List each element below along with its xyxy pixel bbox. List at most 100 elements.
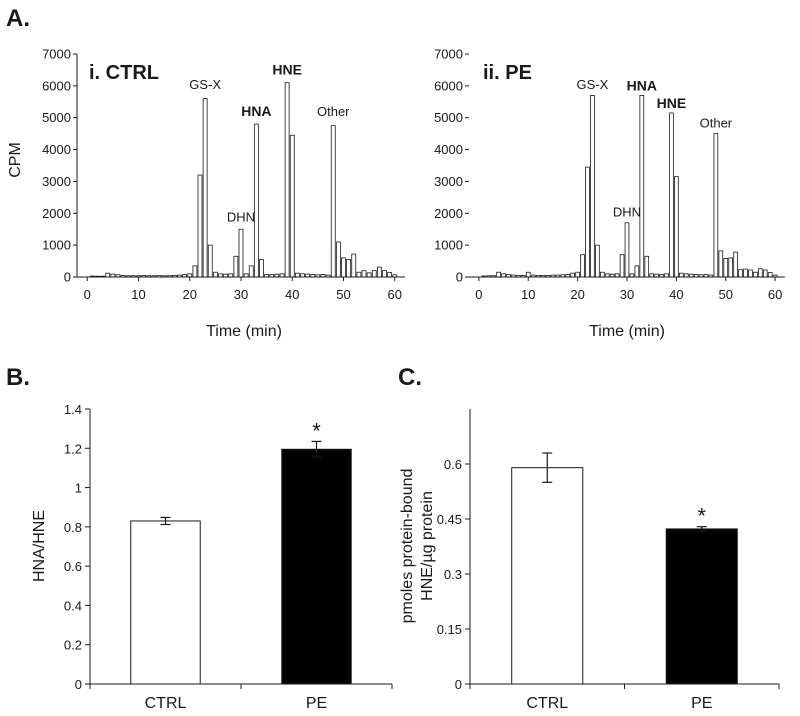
chart-ctrl-y-tick: 4000 [42,142,71,157]
chart-pe-bar [762,269,768,278]
chart-ctrl-bar [202,98,208,278]
chart-pe-bar [757,268,763,278]
chart-pe-ticks: 0 1000 2000 3000 4000 5000 6000 7000 0 10 20 30 40 50… [434,47,782,303]
chart-pe-bar [575,271,580,278]
chart-pe-bar [678,272,684,278]
chart-bound-y-tick: 0.15 [437,622,462,637]
chart-pe-y-tick: 0 [456,270,463,285]
chart-pe-bar [723,258,729,278]
chart-ctrl-bar [382,270,387,278]
chart-ctrl-peak-label: HNE [272,62,302,78]
chart-ctrl-bar [361,270,367,278]
chart-ctrl-bar [335,241,341,278]
chart-ctrl-bar [294,272,300,278]
chart-pe-bar [570,272,576,278]
chart-ctrl-y-tick: 3000 [42,174,71,189]
chart-ctrl-bar [366,272,372,278]
chart-ctrl-x-tick: 30 [234,287,248,302]
chart-pe-bar [767,272,773,278]
chart-ctrl-bars [89,82,398,278]
chart-pe-bar [753,271,758,278]
chart-ratio-y-tick: 0.8 [64,520,82,535]
chart-pe-bar [639,95,645,278]
chart-pe-y-tick: 1000 [434,238,463,253]
chart-bound-bar-ctrl [511,467,584,685]
chart-ratio-bar-pe [281,448,352,685]
chart-ratio-bars: * [130,418,352,685]
chart-bound-ticks: CTRL PE 0 0.15 0.3 0.45 0.6 [437,457,780,712]
chart-ctrl-bar [259,259,264,278]
chart-pe-peak-label: HNA [627,78,657,94]
chart-pe-x-tick: 60 [768,287,782,302]
chart-bound-ylabel-line-2: HNE/µg protein [419,491,436,601]
chart-ctrl-bar [341,257,346,278]
chart-ctrl-bar [289,134,295,278]
chart-bound-y-tick: 0 [455,677,462,692]
chart-ctrl-bar [387,272,393,278]
chart-ctrl-bar [238,228,244,278]
chart-ctrl-bar [212,271,218,278]
chart-pe-x-tick: 50 [719,287,733,302]
chart-pe-xlabel: Time (min) [589,323,665,340]
chart-pe-bar [738,269,743,278]
chart-pe-bar [718,250,724,278]
chart-pe-bar [713,133,719,278]
chart-bound-ylabel-line-1: pmoles protein-bound [399,469,416,624]
chart-ctrl-x-tick: 40 [285,287,299,302]
chart-pe-bar [496,271,501,278]
chart-ratio-significance: * [312,418,321,443]
chart-bound-y-tick: 0.45 [437,512,462,527]
chart-pe-bar [733,251,738,278]
chart-ctrl-xlabel: Time (min) [206,323,282,340]
chart-ctrl-bar [248,265,254,278]
chart-pe-x-tick: 0 [475,287,482,302]
chart-pe-y-tick: 5000 [434,110,463,125]
chart-pe-bar [669,112,674,278]
chart-pe-bar [580,254,585,278]
chart-ctrl-peak-label: DHN [227,209,255,224]
chart-pe-bar [634,265,640,278]
chart-ctrl-y-tick: 7000 [42,47,71,62]
chart-pe-peak-label: Other [700,115,733,130]
chart-pe-bar [619,254,625,278]
chart-bound-y-tick: 0.3 [444,567,462,582]
chart-ctrl-bar [105,272,111,278]
chart-ratio-y-tick: 1.2 [64,441,82,456]
chart-ctrl-x-tick: 50 [336,287,350,302]
chart-ctrl-ylabel: CPM [7,142,24,178]
chart-ctrl-ticks: 0 1000 2000 3000 4000 5000 6000 7000 0 10 20 30 40 50… [42,47,402,303]
chart-ctrl-bar [356,271,362,278]
chart-pe: ii. PE Time (min) 0 1000 2000 3000 4000 5000 6… [434,47,785,340]
chart-ratio-y-tick: 0.2 [64,638,82,653]
chart-bound: pmoles protein-bound HNE/µg protein * CT… [399,409,780,712]
chart-ratio-y-tick: 0.6 [64,559,82,574]
chart-pe-y-tick: 2000 [434,206,463,221]
chart-pe-peak-label: HNE [657,95,687,111]
chart-ctrl-peak-label: GS-X [189,77,221,92]
chart-bound-category-label: PE [691,695,712,712]
chart-pe-x-tick: 10 [521,287,535,302]
chart-pe-bar [599,271,605,278]
chart-pe-bar [624,222,630,278]
chart-ratio-category-label: CTRL [145,695,187,712]
chart-ctrl-y-tick: 2000 [42,206,71,221]
chart-ctrl-bar [371,270,377,278]
chart-ctrl-bar [351,253,357,278]
chart-ctrl-bar [192,265,198,278]
chart-ctrl-y-tick: 5000 [42,110,71,125]
chart-pe-peak-label: DHN [613,204,641,219]
chart-pe-bars [481,95,778,278]
chart-ratio-y-tick: 1.4 [64,402,82,417]
chart-ctrl-annotations: GS-X DHN HNA HNE Other [189,62,350,225]
chart-ctrl-y-tick: 1000 [42,238,71,253]
chart-ctrl-bar [346,259,352,278]
chart-ctrl-x-tick: 20 [183,287,197,302]
chart-ctrl: i. CTRL CPM Time (min) 01000200030004000… [7,47,405,340]
chart-ctrl-bar [284,82,290,278]
chart-ctrl-peak-label: Other [317,104,350,119]
chart-ratio-ylabel: HNA/HNE [31,510,48,582]
chart-ratio-category-label: PE [306,695,327,712]
chart-bound-bar-pe [665,528,738,685]
panel-letter-c: C. [398,364,422,391]
